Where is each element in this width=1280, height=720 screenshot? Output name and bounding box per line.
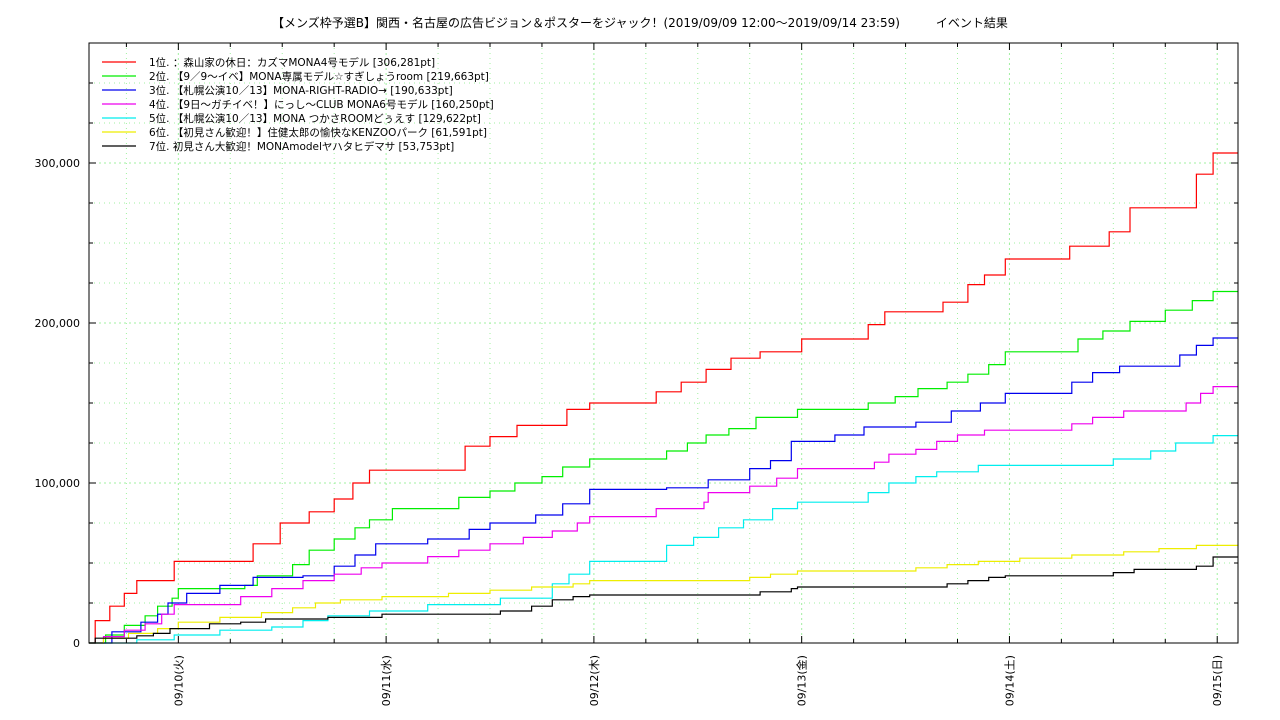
y-tick-label: 300,000 [35,157,81,170]
series-line-5 [89,435,1238,644]
legend-label-7: 7位. 初見さん大歓迎！MONAmodelヤハタヒデマサ [53,753pt] [149,140,454,153]
y-tick-label: 100,000 [35,477,81,490]
x-tick-label: 09/15(日) [1211,655,1224,706]
x-tick-label: 09/10(火) [172,655,185,706]
x-tick-label: 09/14(土) [1003,655,1016,706]
grid-lines [89,43,1238,643]
chart-title: 【メンズ枠予選B】関西・名古屋の広告ビジョン＆ポスターをジャック！(2019/0… [272,16,1008,30]
y-tick-label: 0 [73,637,80,650]
series-line-1 [89,152,1238,644]
legend-label-2: 2位. 【9／9〜イベ】MONA専属モデル☆すぎしょうroom [219,663… [149,70,489,83]
legend: 1位. ：森山家の休日：カズマMONA4号モデル [306,281pt]2位. … [102,56,494,153]
y-tick-label: 200,000 [35,317,81,330]
legend-label-3: 3位. 【札幌公演10／13】MONA-RIGHT-RADIO→ [190,63… [149,84,453,97]
series-line-6 [89,544,1239,644]
legend-label-5: 5位. 【札幌公演10／13】MONA つかさROOMどぅえす [129,622… [149,112,481,125]
series-line-4 [89,386,1238,644]
series-line-3 [89,337,1238,644]
legend-label-1: 1位. ：森山家の休日：カズマMONA4号モデル [306,281pt] [149,56,435,69]
series-line-2 [89,290,1238,644]
x-tick-label: 09/11(水) [380,655,393,706]
axis-ticks: 0 100,000 200,000 300,000 09/10(火) 09/11(水) 09… [35,43,1238,706]
legend-label-6: 6位. 【初見さん歓迎！】住健太郎の愉快なKENZOOパーク [61,591pt… [149,126,487,139]
legend-label-4: 4位. 【9日〜ガチイベ！】にっし〜CLUB MONA6号モデル [160,25… [149,98,494,111]
x-tick-label: 09/12(木) [588,655,601,706]
plot-frame [88,42,1239,644]
series-line-7 [89,556,1238,644]
series-lines [89,152,1239,644]
x-tick-label: 09/13(金) [795,655,809,706]
